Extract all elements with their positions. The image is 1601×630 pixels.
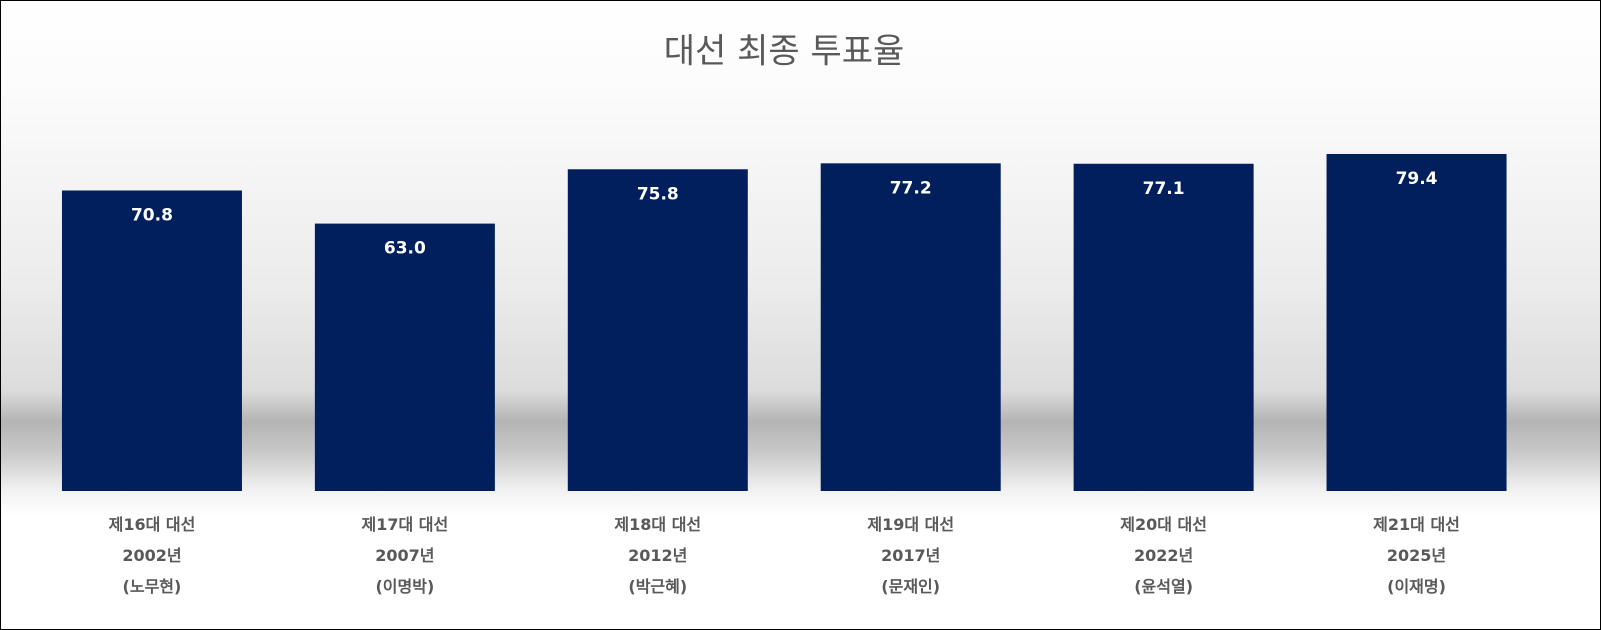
bar [1073, 163, 1254, 491]
x-tick-label: 제17대 대선 2007년 (이명박) [361, 515, 449, 596]
bar [61, 190, 242, 491]
value-label: 70.8 [131, 205, 173, 225]
x-tick-label: 제21대 대선 2025년 (이재명) [1373, 515, 1460, 596]
bar [567, 169, 748, 491]
bar [1326, 153, 1507, 492]
value-label: 77.2 [890, 178, 932, 198]
bar [820, 163, 1001, 491]
value-label: 75.8 [637, 184, 679, 204]
value-label: 77.1 [1143, 179, 1185, 199]
value-label: 79.4 [1396, 169, 1438, 189]
x-tick-label: 제16대 대선 2002년 (노무현) [108, 515, 196, 596]
x-tick-label: 제19대 대선 2017년 (문재인) [867, 515, 955, 596]
chart-title: 대선 최종 투표율 [664, 32, 905, 72]
x-tick-label: 제18대 대선 2012년 (박근혜) [614, 515, 702, 596]
x-tick-label: 제20대 대선 2022년 (윤석열) [1120, 515, 1207, 596]
bar [314, 223, 495, 491]
value-label: 63.0 [384, 239, 426, 259]
